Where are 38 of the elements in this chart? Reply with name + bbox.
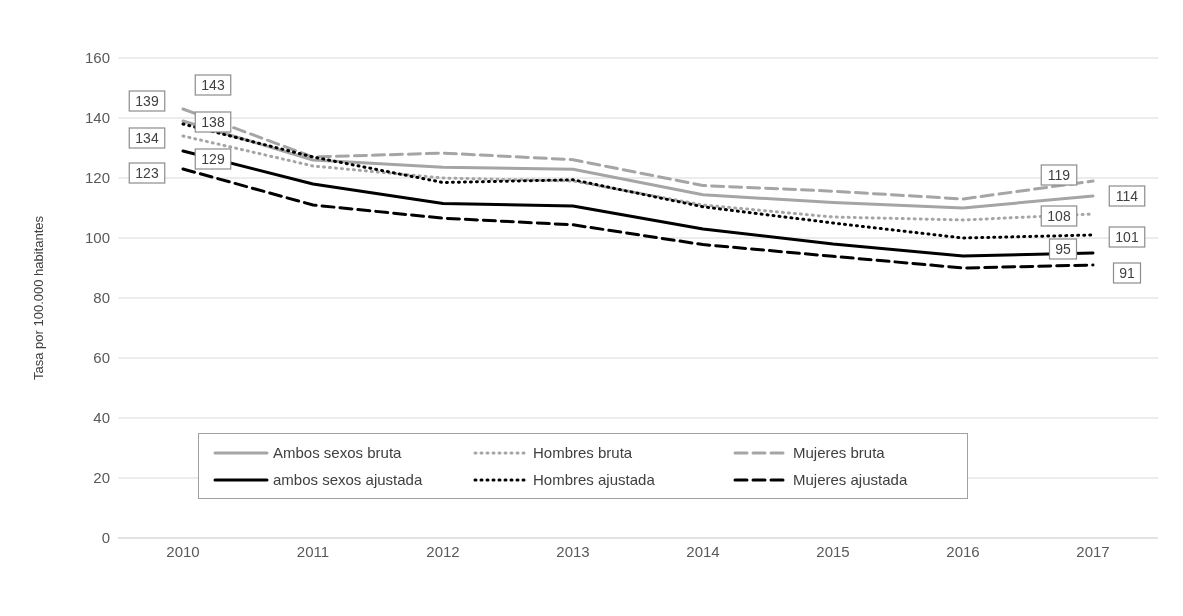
- legend-label: Mujeres ajustada: [793, 471, 908, 488]
- y-tick-label: 60: [93, 349, 110, 367]
- data-label: 123: [135, 165, 159, 181]
- y-axis-title: Tasa por 100.000 habitantes: [30, 215, 46, 381]
- data-label: 108: [1047, 208, 1071, 224]
- y-tick-label: 140: [84, 109, 110, 127]
- data-label: 91: [1119, 265, 1135, 281]
- y-tick-label: 40: [93, 409, 110, 427]
- data-label: 143: [201, 77, 225, 93]
- data-label: 119: [1047, 167, 1071, 183]
- line-series: [181, 167, 1095, 270]
- legend-label: ambos sexos ajustada: [273, 471, 423, 488]
- legend-label: Hombres ajustada: [533, 471, 655, 488]
- y-tick-label: 120: [84, 169, 110, 187]
- data-label: 134: [135, 130, 159, 146]
- data-label: 129: [201, 151, 225, 167]
- data-label: 138: [201, 114, 225, 130]
- y-tick-label: 20: [93, 469, 110, 487]
- y-tick-label: 0: [101, 529, 110, 547]
- y-tick-label: 80: [93, 289, 110, 307]
- data-label: 101: [1115, 229, 1139, 245]
- x-tick-label: 2013: [556, 542, 590, 560]
- y-tick-label: 160: [84, 49, 110, 67]
- data-label: 114: [1115, 188, 1139, 204]
- x-tick-label: 2016: [946, 542, 980, 560]
- x-tick-label: 2014: [686, 542, 720, 560]
- legend-label: Mujeres bruta: [793, 444, 885, 461]
- x-tick-label: 2015: [816, 542, 850, 560]
- data-label: 95: [1055, 241, 1071, 257]
- line-series: [181, 149, 1095, 258]
- legend-label: Ambos sexos bruta: [273, 444, 402, 461]
- x-tick-label: 2011: [296, 542, 330, 560]
- y-tick-label: 100: [84, 229, 110, 247]
- legend-label: Hombres bruta: [533, 444, 633, 461]
- data-label: 139: [135, 93, 159, 109]
- x-tick-label: 2017: [1076, 542, 1110, 560]
- x-tick-label: 2010: [166, 542, 200, 560]
- x-tick-label: 2012: [426, 542, 460, 560]
